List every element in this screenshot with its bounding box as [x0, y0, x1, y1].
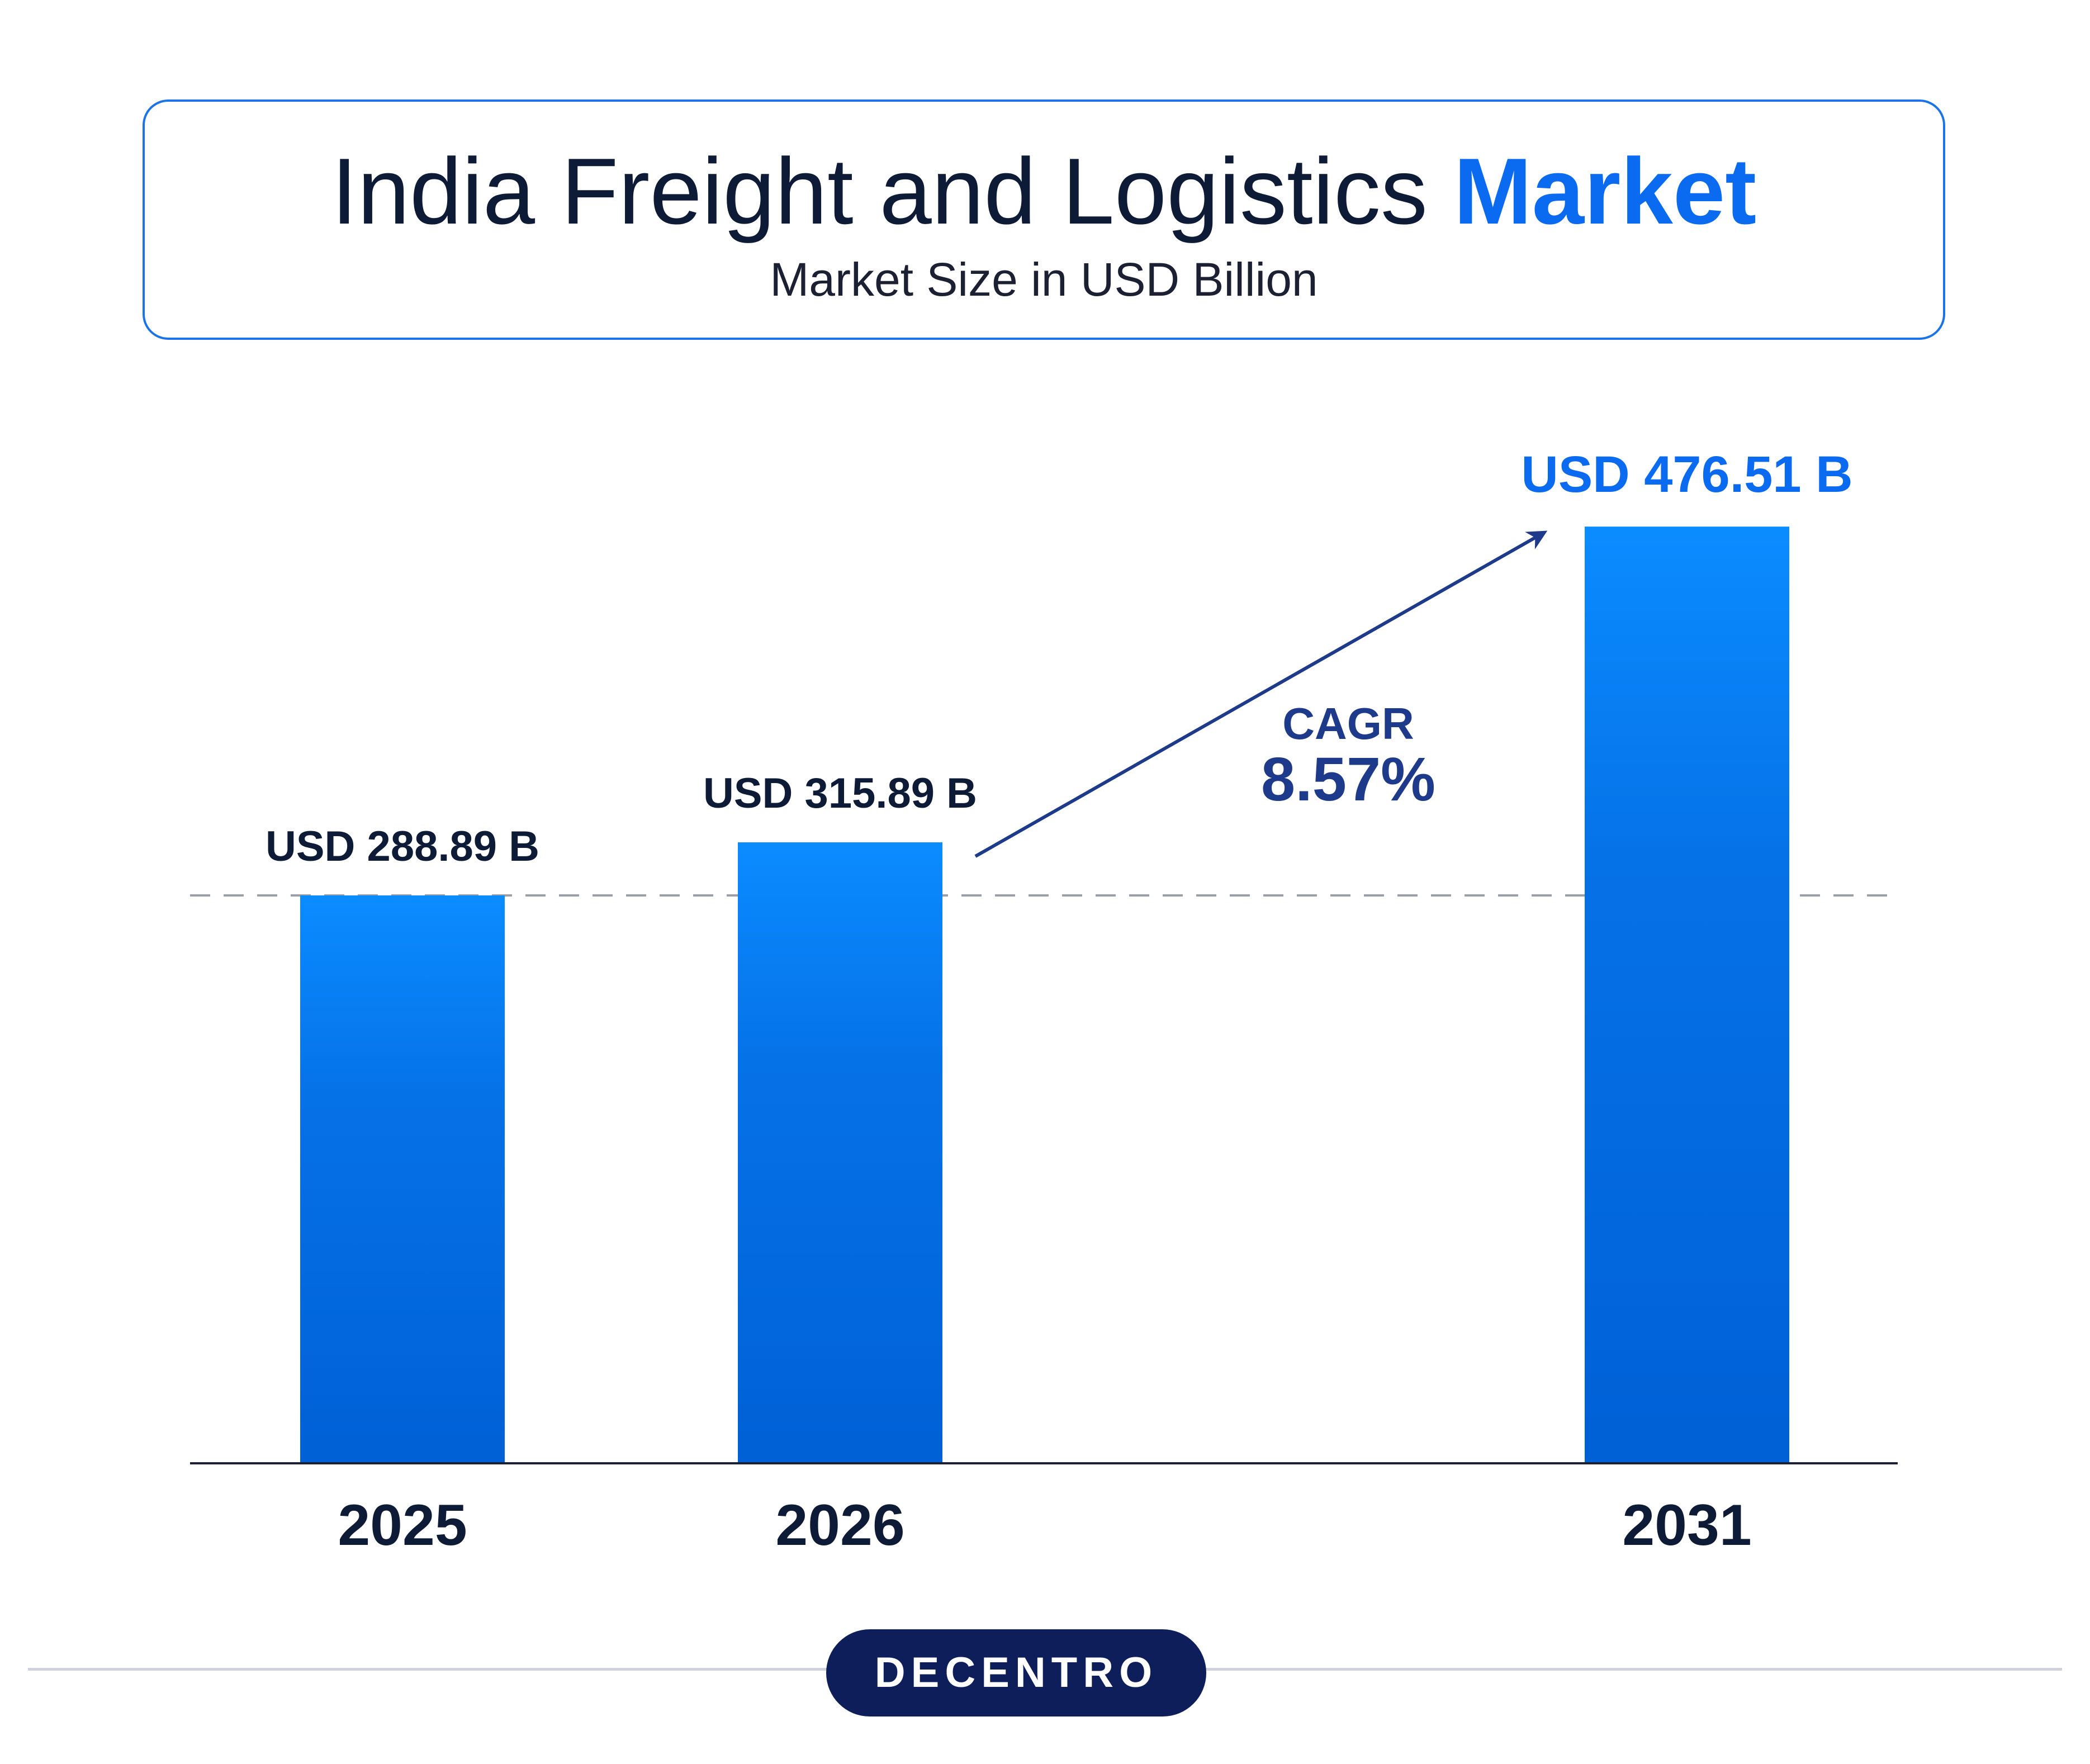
bar-2026 — [738, 842, 942, 1463]
bar-2031 — [1585, 527, 1789, 1463]
chart-subtitle: Market Size in USD Billion — [770, 253, 1318, 306]
value-label-2031: USD 476.51 B — [1521, 446, 1852, 503]
title-box: India Freight and Logistics Market Marke… — [143, 99, 1945, 340]
bar-2025 — [300, 895, 505, 1463]
value-label-2025: USD 288.89 B — [266, 823, 539, 870]
category-label-2025: 2025 — [338, 1493, 467, 1558]
value-label-2026: USD 315.89 B — [703, 770, 977, 817]
cagr-label: CAGR — [1282, 699, 1414, 748]
category-label-2026: 2026 — [775, 1493, 904, 1558]
cagr-arrow — [974, 530, 1548, 858]
cagr-value: 8.57% — [1261, 745, 1435, 814]
chart-title-main: India Freight and Logistics — [331, 139, 1454, 244]
chart-title-highlight: Market — [1453, 139, 1757, 244]
decentro-logo: DECENTRO — [826, 1629, 1206, 1716]
category-label-2031: 2031 — [1622, 1493, 1751, 1558]
chart-title: India Freight and Logistics Market — [145, 135, 1943, 247]
